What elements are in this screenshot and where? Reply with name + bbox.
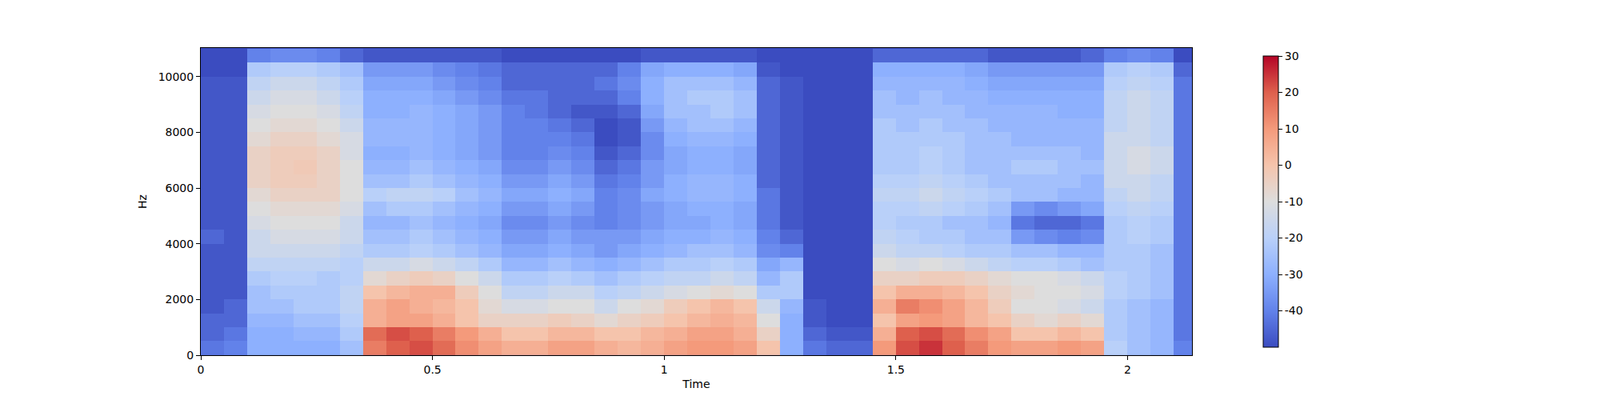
- svg-text:-30: -30: [1284, 268, 1304, 281]
- svg-text:2000: 2000: [165, 292, 195, 306]
- svg-text:0: 0: [1284, 158, 1292, 172]
- svg-text:1: 1: [660, 363, 668, 376]
- svg-text:2: 2: [1124, 363, 1132, 376]
- svg-text:20: 20: [1284, 85, 1300, 99]
- svg-text:Hz: Hz: [136, 194, 149, 209]
- svg-text:0: 0: [186, 348, 194, 362]
- svg-text:1.5: 1.5: [887, 363, 905, 376]
- svg-text:10: 10: [1284, 122, 1300, 136]
- svg-text:0: 0: [197, 363, 205, 376]
- svg-text:4000: 4000: [165, 237, 195, 251]
- svg-text:Time: Time: [681, 377, 710, 391]
- svg-text:-40: -40: [1284, 304, 1304, 317]
- svg-text:10000: 10000: [158, 70, 195, 84]
- svg-text:30: 30: [1284, 49, 1300, 63]
- svg-text:0.5: 0.5: [423, 363, 441, 376]
- svg-text:8000: 8000: [165, 125, 195, 139]
- svg-text:-10: -10: [1284, 195, 1304, 208]
- svg-text:6000: 6000: [165, 181, 195, 195]
- svg-text:-20: -20: [1284, 231, 1304, 244]
